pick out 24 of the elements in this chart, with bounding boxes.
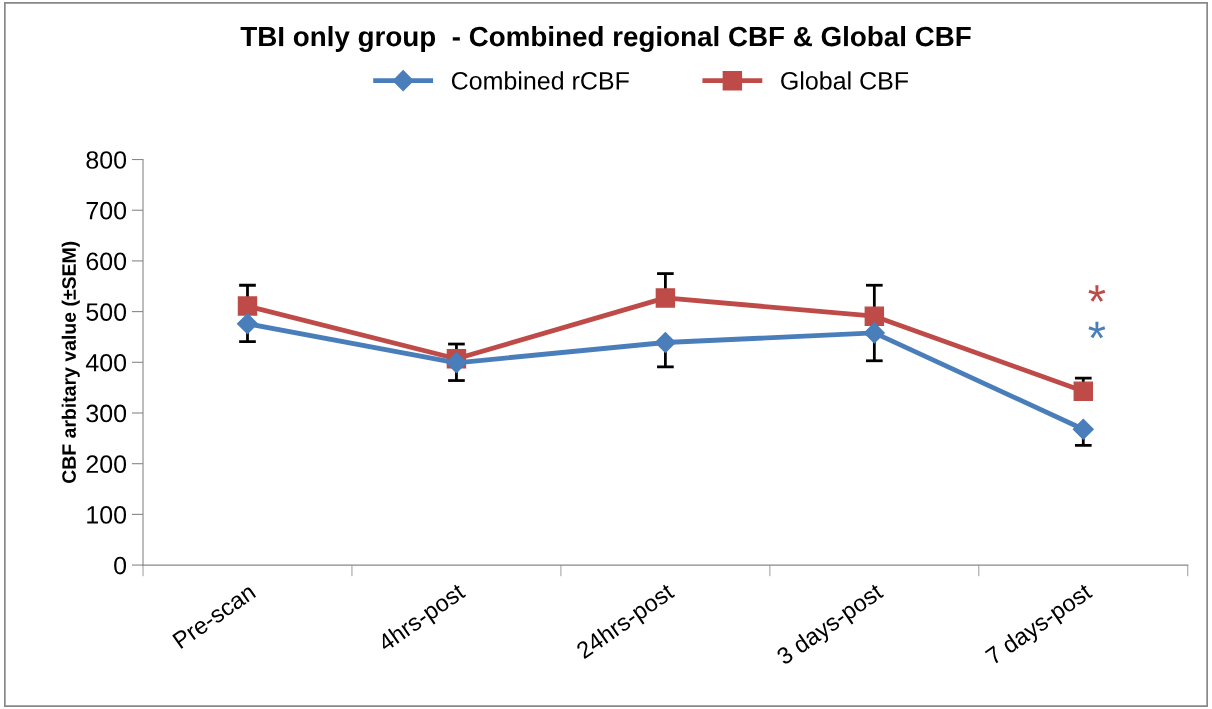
legend-label: Combined rCBF <box>451 71 629 90</box>
y-tick-label: 700 <box>86 201 127 220</box>
point <box>863 322 885 344</box>
y-tick-label: 600 <box>86 252 127 271</box>
point <box>1073 381 1094 401</box>
point <box>445 352 467 374</box>
y-tick-label: 100 <box>87 505 127 524</box>
y-tick-label: 300 <box>86 404 127 423</box>
point <box>237 296 258 316</box>
y-tick-label: 200 <box>86 455 127 473</box>
y-tick-label: 400 <box>85 353 127 372</box>
annotation: * <box>1088 321 1106 339</box>
annotation: * <box>1088 285 1106 302</box>
point <box>654 332 676 354</box>
chart-title: TBI only group - Combined regional CBF & Global CBF <box>240 25 971 52</box>
point <box>655 288 676 308</box>
point <box>236 313 259 335</box>
legend-label: Global CBF <box>781 71 909 90</box>
y-axis-title: CBF arbitary value (±SEM) <box>61 241 80 483</box>
y-tick-label: 500 <box>86 303 127 321</box>
point <box>1072 418 1094 440</box>
point <box>864 306 885 326</box>
y-tick-label: 0 <box>114 556 127 575</box>
y-tick-label: 800 <box>86 151 127 169</box>
